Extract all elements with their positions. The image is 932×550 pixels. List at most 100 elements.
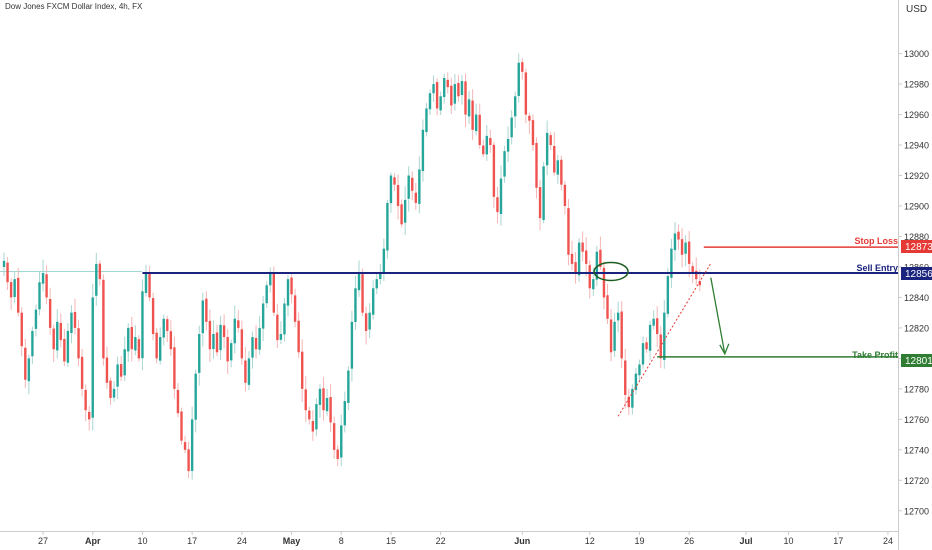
candle-body	[414, 192, 417, 203]
candle-body	[407, 175, 410, 199]
price-tick-label: 12780	[904, 384, 929, 394]
candle-body	[73, 311, 77, 328]
candle	[379, 263, 382, 285]
candle-body	[66, 330, 70, 363]
candle	[677, 224, 680, 250]
candle	[673, 221, 677, 261]
candle-body	[283, 303, 286, 335]
time-tick-label: 8	[339, 536, 344, 546]
candle	[183, 435, 187, 454]
candle	[2, 252, 6, 276]
candle	[549, 131, 552, 151]
candle	[59, 313, 62, 348]
candle-body	[354, 288, 357, 323]
candle-body	[624, 360, 627, 395]
candle	[553, 132, 556, 176]
candle-body	[88, 411, 91, 420]
candle-body	[439, 96, 442, 111]
candle	[574, 252, 577, 284]
candle-body	[627, 396, 630, 408]
candle-body	[91, 297, 94, 418]
candle	[503, 145, 506, 183]
candle-body	[599, 249, 602, 267]
candle	[279, 321, 283, 345]
candle	[144, 264, 148, 297]
candle-body	[499, 178, 503, 214]
candle-body	[343, 401, 346, 426]
candle-body	[173, 347, 176, 389]
candle	[531, 114, 535, 151]
candle-body	[542, 166, 545, 221]
candle	[460, 75, 464, 105]
candle	[315, 398, 318, 437]
candle	[80, 348, 84, 397]
candle	[162, 314, 165, 346]
candle	[91, 284, 94, 431]
candle	[98, 260, 102, 286]
candle	[620, 301, 623, 368]
stop-loss-badge-text: 12873	[905, 242, 932, 253]
candle	[567, 199, 570, 266]
candle	[6, 256, 9, 290]
candle	[695, 257, 698, 286]
candle-body	[56, 321, 59, 351]
candle	[354, 276, 357, 330]
candle	[616, 301, 620, 333]
candle-body	[226, 337, 229, 362]
candle	[485, 125, 488, 161]
candle-body	[613, 321, 616, 351]
candle-body	[695, 270, 698, 280]
candle	[474, 103, 478, 136]
candle-body	[386, 202, 389, 251]
candle-body	[606, 295, 609, 319]
candle	[645, 337, 648, 354]
candle-body	[581, 242, 584, 252]
candle-body	[315, 404, 318, 430]
candle	[308, 406, 311, 425]
candle	[63, 328, 66, 366]
candle-body	[41, 273, 45, 284]
retest-ellipse	[593, 261, 629, 282]
candle	[585, 237, 588, 277]
candle	[38, 271, 41, 316]
candle-body	[169, 331, 173, 350]
candle-body	[656, 318, 659, 334]
candle-body	[372, 288, 375, 315]
candle	[13, 271, 16, 304]
candle-body	[574, 262, 577, 274]
annotations-layer: Dow Jones FXCM Dollar Index, 4h, FX USD …	[5, 2, 927, 417]
candle-body	[308, 410, 311, 420]
candle	[95, 252, 98, 306]
candle-body	[27, 358, 31, 382]
candle-body	[208, 320, 212, 350]
candle	[286, 274, 290, 317]
candle	[88, 405, 91, 431]
candle-body	[297, 320, 300, 353]
time-tick-label: Jun	[514, 536, 530, 546]
candle	[506, 126, 510, 163]
candle	[329, 383, 332, 432]
candle-body	[233, 318, 236, 344]
time-tick-label: 19	[634, 536, 644, 546]
sell-entry-label: Sell Entry	[856, 263, 898, 273]
candle	[464, 73, 467, 127]
candle-body	[148, 274, 151, 298]
candle-body	[311, 421, 315, 432]
candle	[254, 325, 258, 359]
take-profit-badge	[901, 354, 932, 367]
candle	[45, 265, 48, 305]
price-tick-label: 12720	[904, 476, 929, 486]
candle-body	[205, 298, 208, 322]
candle	[414, 182, 417, 210]
candle	[194, 369, 197, 433]
candle-body	[457, 82, 460, 97]
candle-body	[382, 248, 386, 273]
candle-body	[389, 175, 393, 204]
candle-body	[2, 260, 6, 267]
candle	[581, 231, 584, 261]
candle-body	[183, 442, 187, 450]
candle	[403, 186, 407, 235]
price-tick-label: 12900	[904, 202, 929, 212]
candle-body	[230, 343, 233, 361]
